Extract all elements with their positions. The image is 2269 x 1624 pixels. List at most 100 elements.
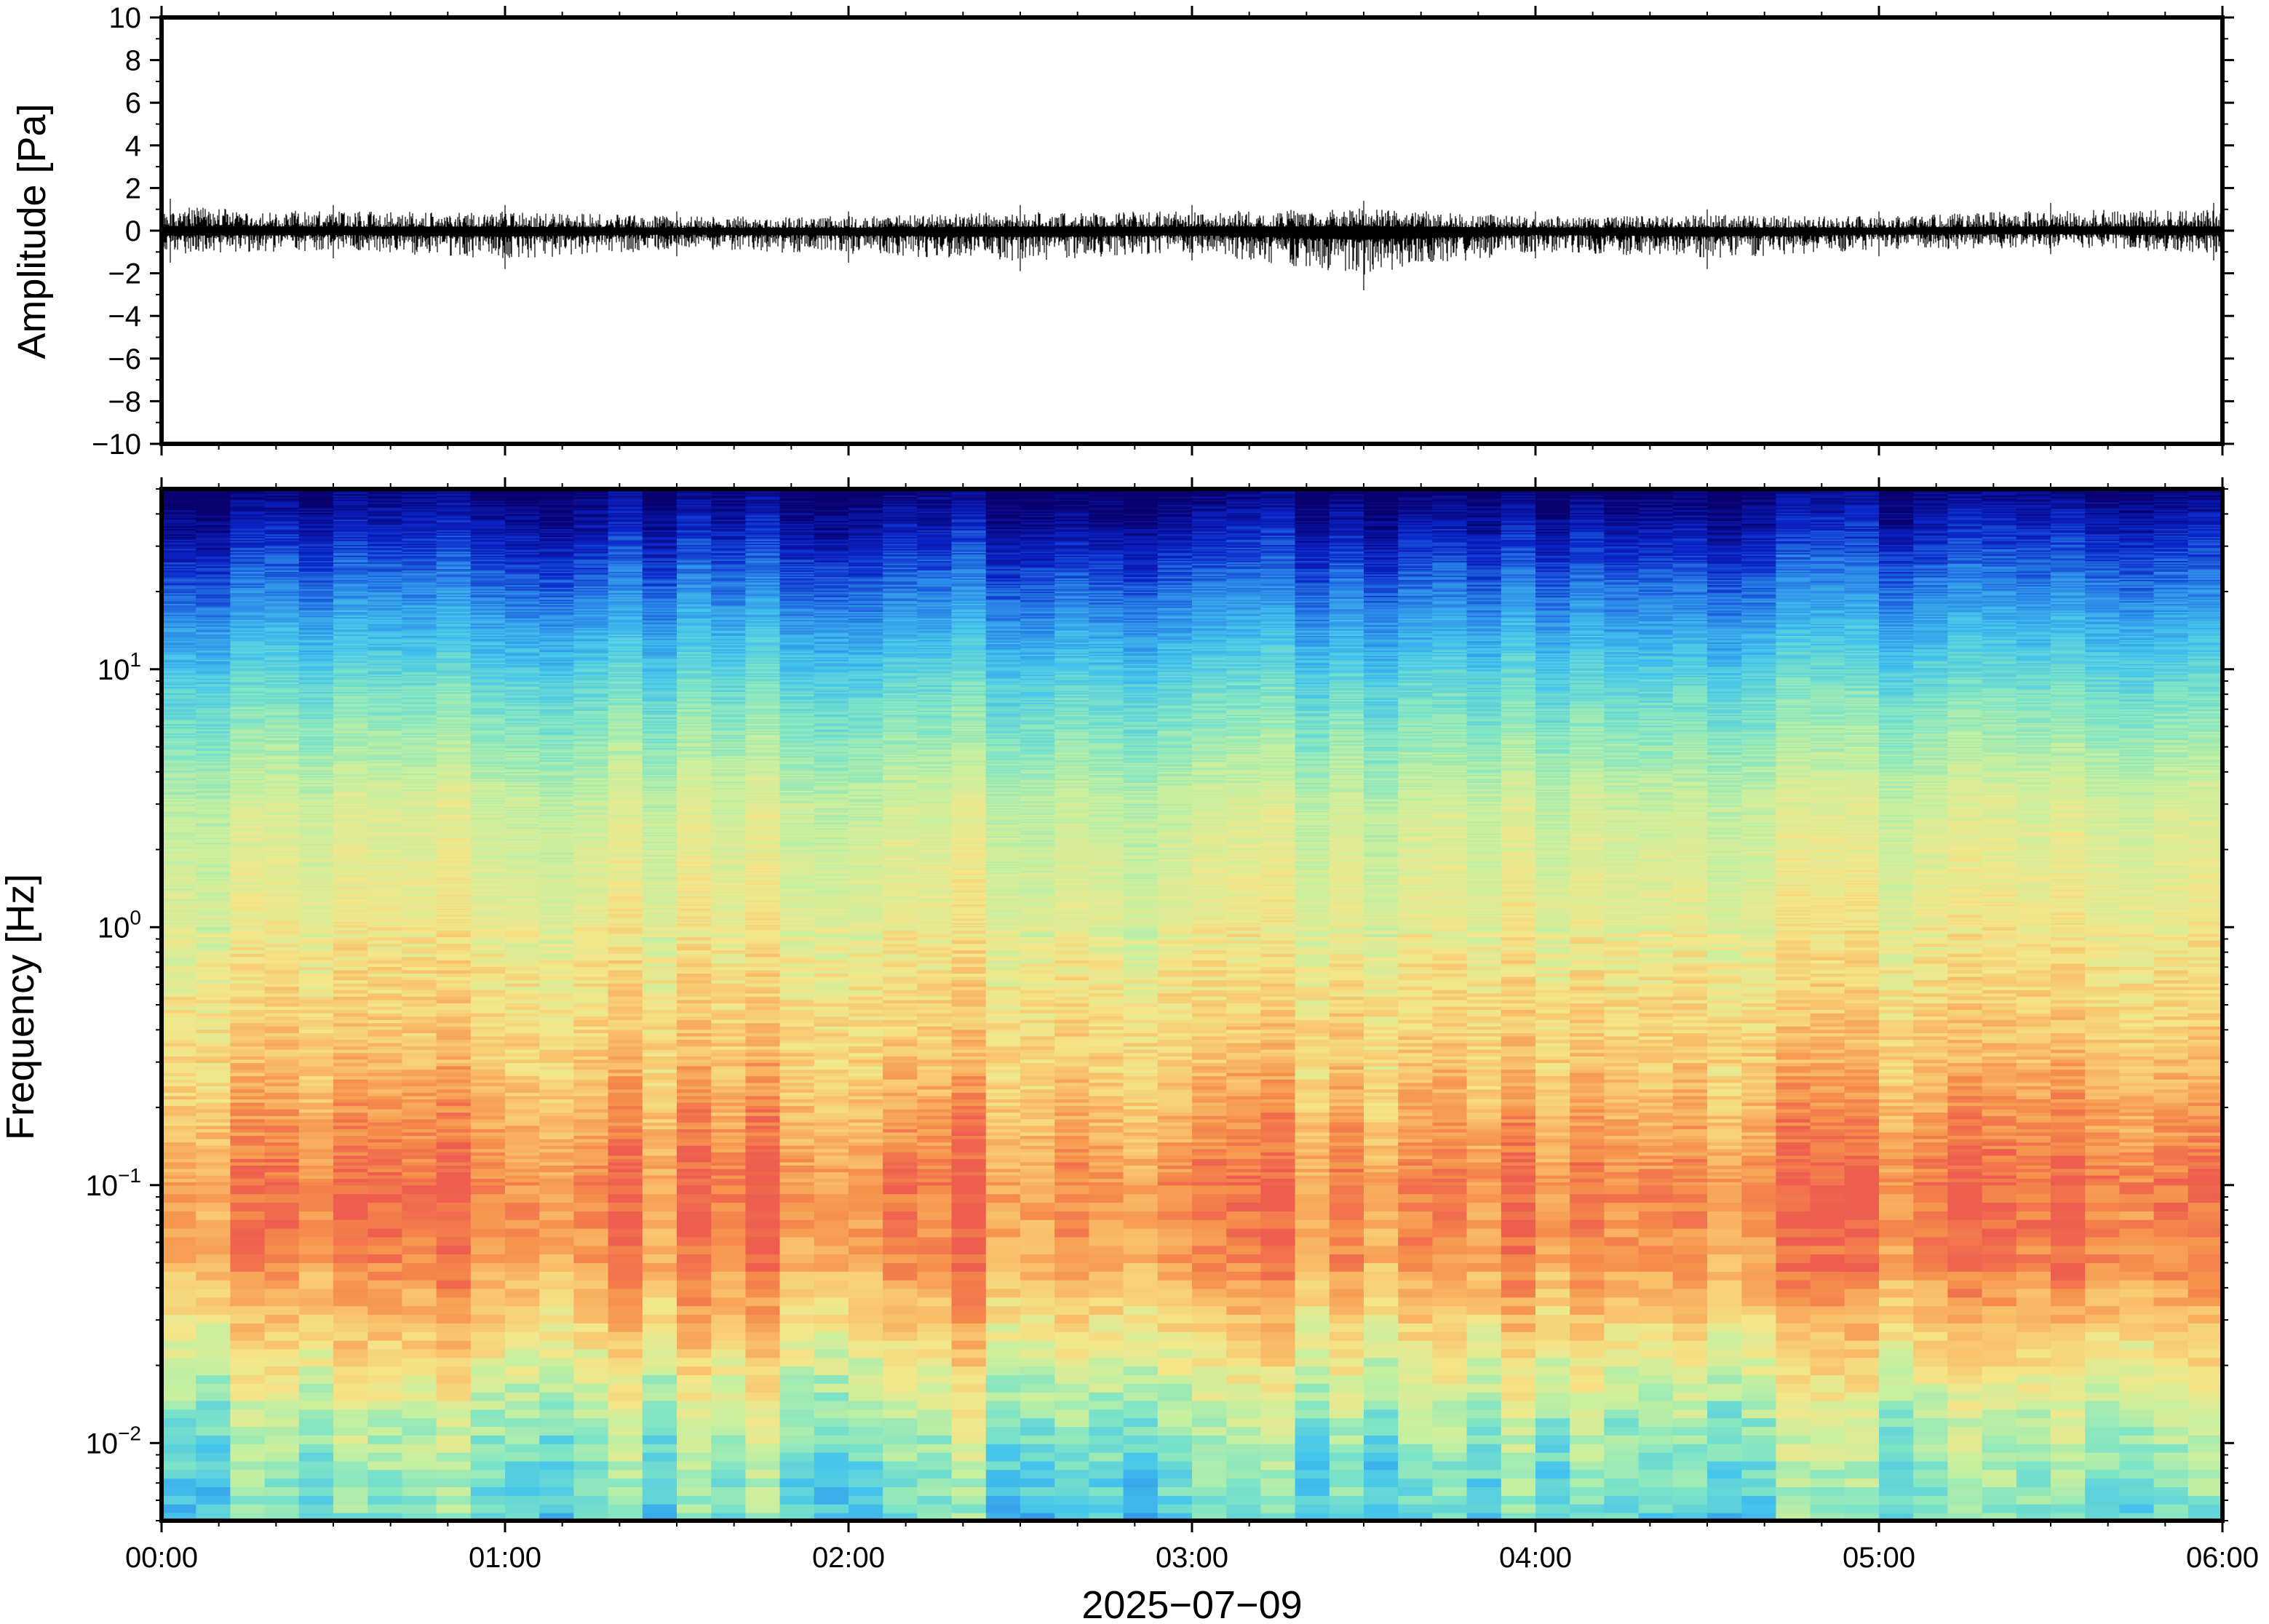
- spectrogram-cell: [298, 741, 334, 744]
- spectrogram-cell: [298, 569, 334, 571]
- spectrogram-cell: [162, 815, 196, 817]
- spectrogram-cell: [162, 889, 196, 892]
- spectrogram-cell: [196, 672, 231, 674]
- spectrogram-cell: [162, 625, 196, 627]
- spectrogram-cell: [264, 1237, 300, 1246]
- spectrogram-cell: [367, 1504, 403, 1514]
- spectrogram-cell: [196, 885, 231, 888]
- spectrogram-cell: [162, 563, 196, 566]
- spectrogram-cell: [196, 1315, 231, 1324]
- spectrogram-cell: [230, 1315, 266, 1324]
- spectrogram-cell: [162, 1263, 196, 1273]
- spectrogram-cell: [470, 944, 506, 948]
- spectrogram-cell: [264, 852, 300, 855]
- spectrogram-cell: [264, 918, 300, 920]
- spectrogram-cell: [264, 1246, 300, 1255]
- spectrogram-cell: [162, 769, 196, 772]
- spectrogram-cell: [196, 595, 231, 598]
- spectrogram-cell: [298, 1049, 334, 1054]
- spectrogram-cell: [230, 685, 266, 688]
- spectrogram-cell: [196, 1129, 231, 1134]
- spectrogram-cell: [196, 665, 231, 667]
- spectrogram-cell: [264, 533, 300, 536]
- spectrogram-cell: [264, 1030, 300, 1034]
- spectrogram-cell: [298, 1203, 334, 1212]
- spectrogram-cell: [162, 803, 196, 805]
- spectrogram-cell: [264, 883, 300, 885]
- spectrogram-cell: [264, 877, 300, 880]
- spectrogram-cell: [196, 629, 231, 632]
- spectrogram-cell: [162, 789, 196, 792]
- spectrogram-cell: [298, 815, 334, 817]
- spectrogram-cell: [298, 1023, 334, 1027]
- spectrogram-cell: [162, 871, 196, 873]
- spectrogram-cell: [230, 718, 266, 721]
- spectrogram-cell: [162, 606, 196, 609]
- spectrogram-cell: [298, 1289, 334, 1299]
- spectrogram-cell: [470, 930, 506, 935]
- spectrogram-cell: [230, 673, 266, 675]
- spectrogram-cell: [196, 859, 231, 861]
- spectrogram-cell: [196, 696, 231, 698]
- spectrogram-cell: [162, 641, 196, 643]
- spectrogram-cell: [298, 678, 334, 681]
- spectrogram-cell: [470, 1152, 506, 1157]
- spectrogram-cell: [162, 506, 196, 509]
- spectrogram-cell: [264, 609, 300, 611]
- spectrogram-cell: [230, 522, 266, 525]
- spectrogram-cell: [230, 704, 266, 706]
- spectrogram-cell: [162, 592, 196, 594]
- spectrogram-cell: [333, 1079, 368, 1084]
- spectrogram-cell: [333, 1504, 368, 1514]
- spectrogram-cell: [298, 1306, 334, 1315]
- spectrogram-cell: [333, 1495, 368, 1505]
- spectrogram-cell: [333, 1211, 368, 1221]
- spectrogram-cell: [162, 983, 196, 988]
- spectrogram-cell: [298, 603, 334, 606]
- spectrogram-cell: [264, 544, 300, 546]
- spectrogram-cell: [264, 1016, 300, 1021]
- spectrogram-cell: [264, 569, 300, 571]
- spectrogram-cell: [196, 1179, 231, 1183]
- spectrogram-cell: [230, 840, 266, 843]
- spectrogram-cell: [196, 1452, 231, 1462]
- spectrogram-cell: [264, 1145, 300, 1150]
- spectrogram-cell: [162, 505, 196, 507]
- spectrogram-cell: [230, 603, 266, 606]
- spectrogram-cell: [196, 490, 231, 493]
- spectrogram-cell: [264, 633, 300, 635]
- spectrogram-cell: [162, 868, 196, 871]
- spectrogram-cell: [196, 534, 231, 536]
- spectrogram-cell: [230, 1043, 266, 1047]
- spectrogram-cell: [230, 896, 266, 899]
- spectrogram-cell: [298, 531, 334, 534]
- spectrogram-cell: [264, 493, 300, 495]
- spectrogram-cell: [298, 1409, 334, 1419]
- spectrogram-cell: [264, 888, 300, 891]
- spectrogram-cell: [230, 755, 266, 757]
- spectrogram-cell: [298, 1504, 334, 1514]
- spectrogram-cell: [367, 1478, 403, 1488]
- spectrogram-cell: [264, 552, 300, 554]
- spectrogram-cell: [196, 1010, 231, 1014]
- spectrogram-cell: [162, 844, 196, 847]
- spectrogram-cell: [230, 550, 266, 553]
- spectrogram-cell: [298, 542, 334, 545]
- spectrogram-cell: [436, 1211, 472, 1221]
- spectrogram-cell: [367, 1452, 403, 1462]
- spectrogram-cell: [264, 768, 300, 771]
- spectrogram-cell: [162, 724, 196, 726]
- spectrogram-cell: [264, 725, 300, 728]
- spectrogram-cell: [264, 819, 300, 821]
- spectrogram-cell: [264, 693, 300, 696]
- spectrogram-cell: [298, 554, 334, 557]
- spectrogram-cell: [264, 523, 300, 526]
- spectrogram-cell: [505, 1030, 540, 1034]
- spectrogram-cell: [230, 498, 266, 501]
- spectrogram-cell: [196, 761, 231, 764]
- spectrogram-cell: [230, 526, 266, 528]
- spectrogram-cell: [162, 715, 196, 717]
- spectrogram-cell: [264, 924, 300, 927]
- spectrogram-cell: [162, 773, 196, 776]
- spectrogram-cell: [230, 616, 266, 618]
